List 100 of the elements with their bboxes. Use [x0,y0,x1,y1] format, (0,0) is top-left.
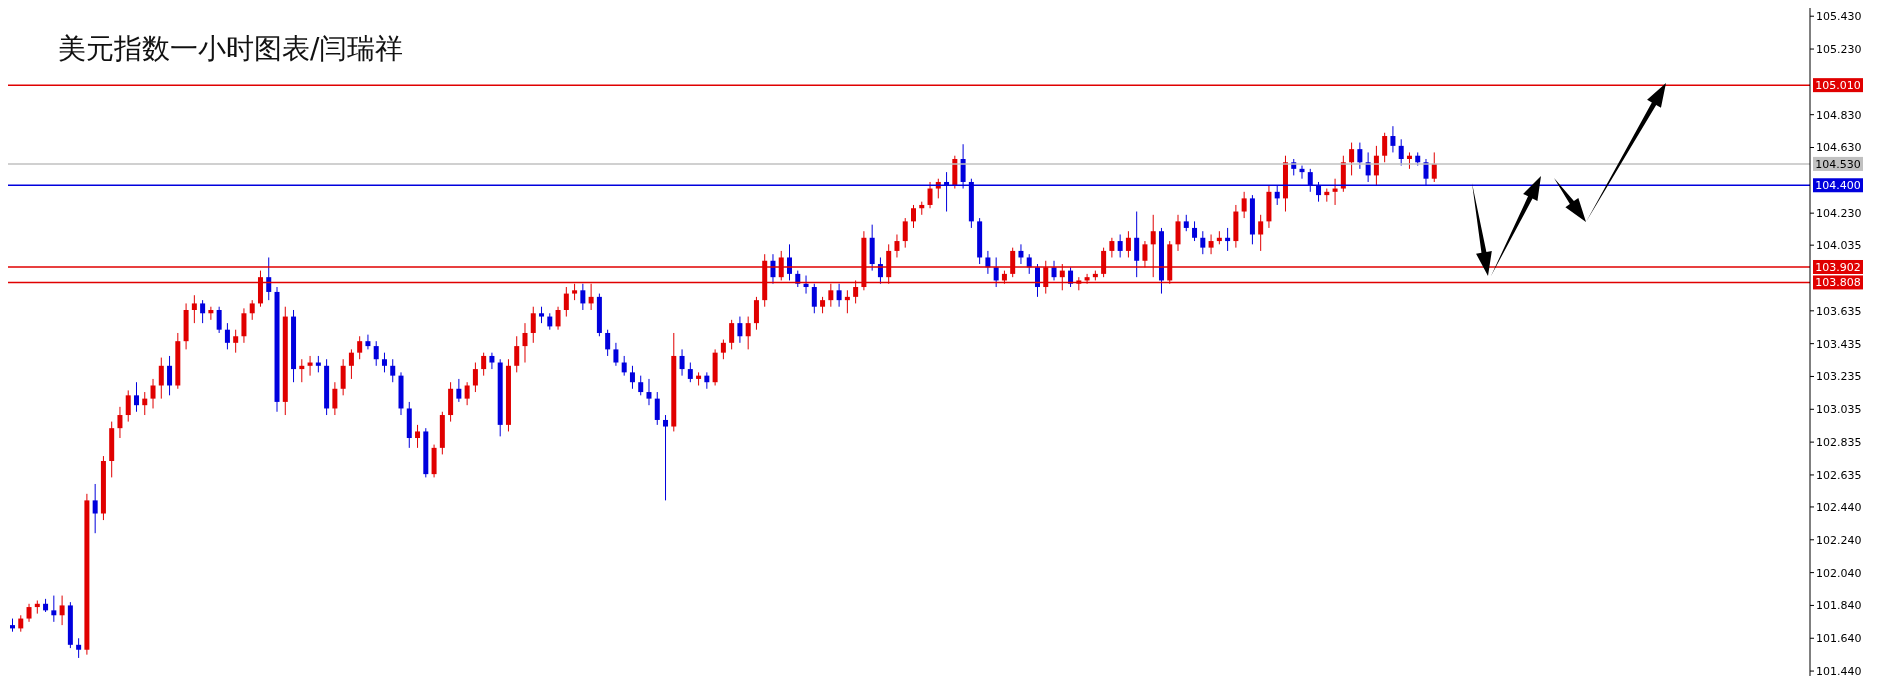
candlestick [638,375,644,396]
y-tick-label: 105.230 [1816,42,1862,56]
candlestick [390,358,396,383]
y-tick-label: 104.830 [1816,108,1862,122]
candlestick [133,381,139,413]
candlestick [1398,138,1404,167]
y-tick-label: 103.035 [1816,403,1862,417]
candlestick [1382,132,1388,163]
candlestick [241,307,247,344]
candlestick [1357,142,1363,170]
candlestick [1051,260,1057,281]
candlestick [1225,227,1231,252]
candlestick [1192,220,1198,242]
candlestick [787,243,793,281]
candlestick [307,355,313,377]
candlestick [76,637,82,659]
ref-line-label: 105.010 [1815,79,1861,93]
y-tick-label: 104.630 [1816,141,1862,155]
candlestick [150,378,156,409]
y-tick-label: 102.040 [1816,566,1862,580]
candlestick [117,406,123,439]
candlestick [679,348,685,377]
candlestick [1175,214,1181,252]
candlestick [266,256,272,301]
y-tick-label: 102.635 [1816,468,1862,482]
candlestick [1299,165,1305,180]
y-tick-label: 104.035 [1816,239,1862,253]
candlestick [1390,125,1396,153]
candlestick [456,378,462,403]
candlestick [158,357,164,400]
candlestick [629,365,635,390]
candlestick [621,355,627,377]
candlestick [1208,234,1214,255]
y-tick-label: 103.235 [1816,370,1862,384]
y-tick-label: 101.840 [1816,599,1862,613]
candlestick [803,275,809,295]
candlestick [26,603,32,623]
candlestick [191,294,197,324]
candlestick [911,204,916,229]
y-tick-label: 101.640 [1816,632,1862,646]
candlestick [472,362,478,393]
candlestick [340,358,346,396]
candlestick [233,329,239,354]
candlestick [249,299,255,321]
candlestick [1026,253,1032,275]
y-tick-label: 104.230 [1816,207,1862,221]
candlestick [125,389,131,423]
candlestick [1349,142,1355,176]
candlestick [530,306,536,344]
candlestick [836,283,842,308]
candlestick [1018,243,1024,265]
candlestick [654,391,660,426]
y-tick-label: 101.440 [1816,664,1862,678]
ref-line-label: 104.400 [1815,179,1861,193]
candlestick [464,381,470,406]
candlestick [522,322,528,364]
candlestick [481,352,487,377]
candlestick [935,178,941,199]
candlestick [59,595,65,626]
candlestick [985,250,991,275]
candlestick [753,296,759,331]
candlestick [381,352,387,373]
candlestick [514,335,520,373]
candlestick [365,334,371,350]
y-tick-label: 105.430 [1816,10,1862,24]
candlestick [224,322,230,350]
candlestick [200,299,206,324]
candlestick [663,414,669,501]
candlestick [332,381,338,416]
candlestick [1241,191,1247,219]
y-tick-label: 102.240 [1816,533,1862,547]
candlestick [555,306,561,331]
candlestick [646,378,652,406]
candlestick [811,283,817,314]
candlestick [216,306,222,334]
candlestick [745,316,751,350]
candlestick [563,286,569,318]
candlestick [687,362,693,383]
text: 美元指数一小时图表/闫瑞祥 [58,31,404,67]
ref-line-label: 103.808 [1815,276,1861,290]
candlestick [737,316,743,344]
candlestick [605,329,611,357]
candlestick [208,306,214,321]
candlestick [1431,151,1437,183]
candlestick [902,217,908,249]
candlestick [844,289,850,314]
candlestick [894,234,900,258]
candlestick [927,181,933,209]
candlestick [1117,234,1123,258]
candlestick [1134,211,1140,278]
y-tick-label: 102.440 [1816,500,1862,514]
y-tick-label: 103.435 [1816,337,1862,351]
candlestick [720,339,726,360]
candlestick [167,355,173,396]
ref-line-label: 104.530 [1815,157,1861,171]
candlestick [142,391,148,416]
candlestick [729,319,735,350]
candlestick [613,342,619,367]
candlestick [415,424,421,449]
candlestick [299,358,305,383]
